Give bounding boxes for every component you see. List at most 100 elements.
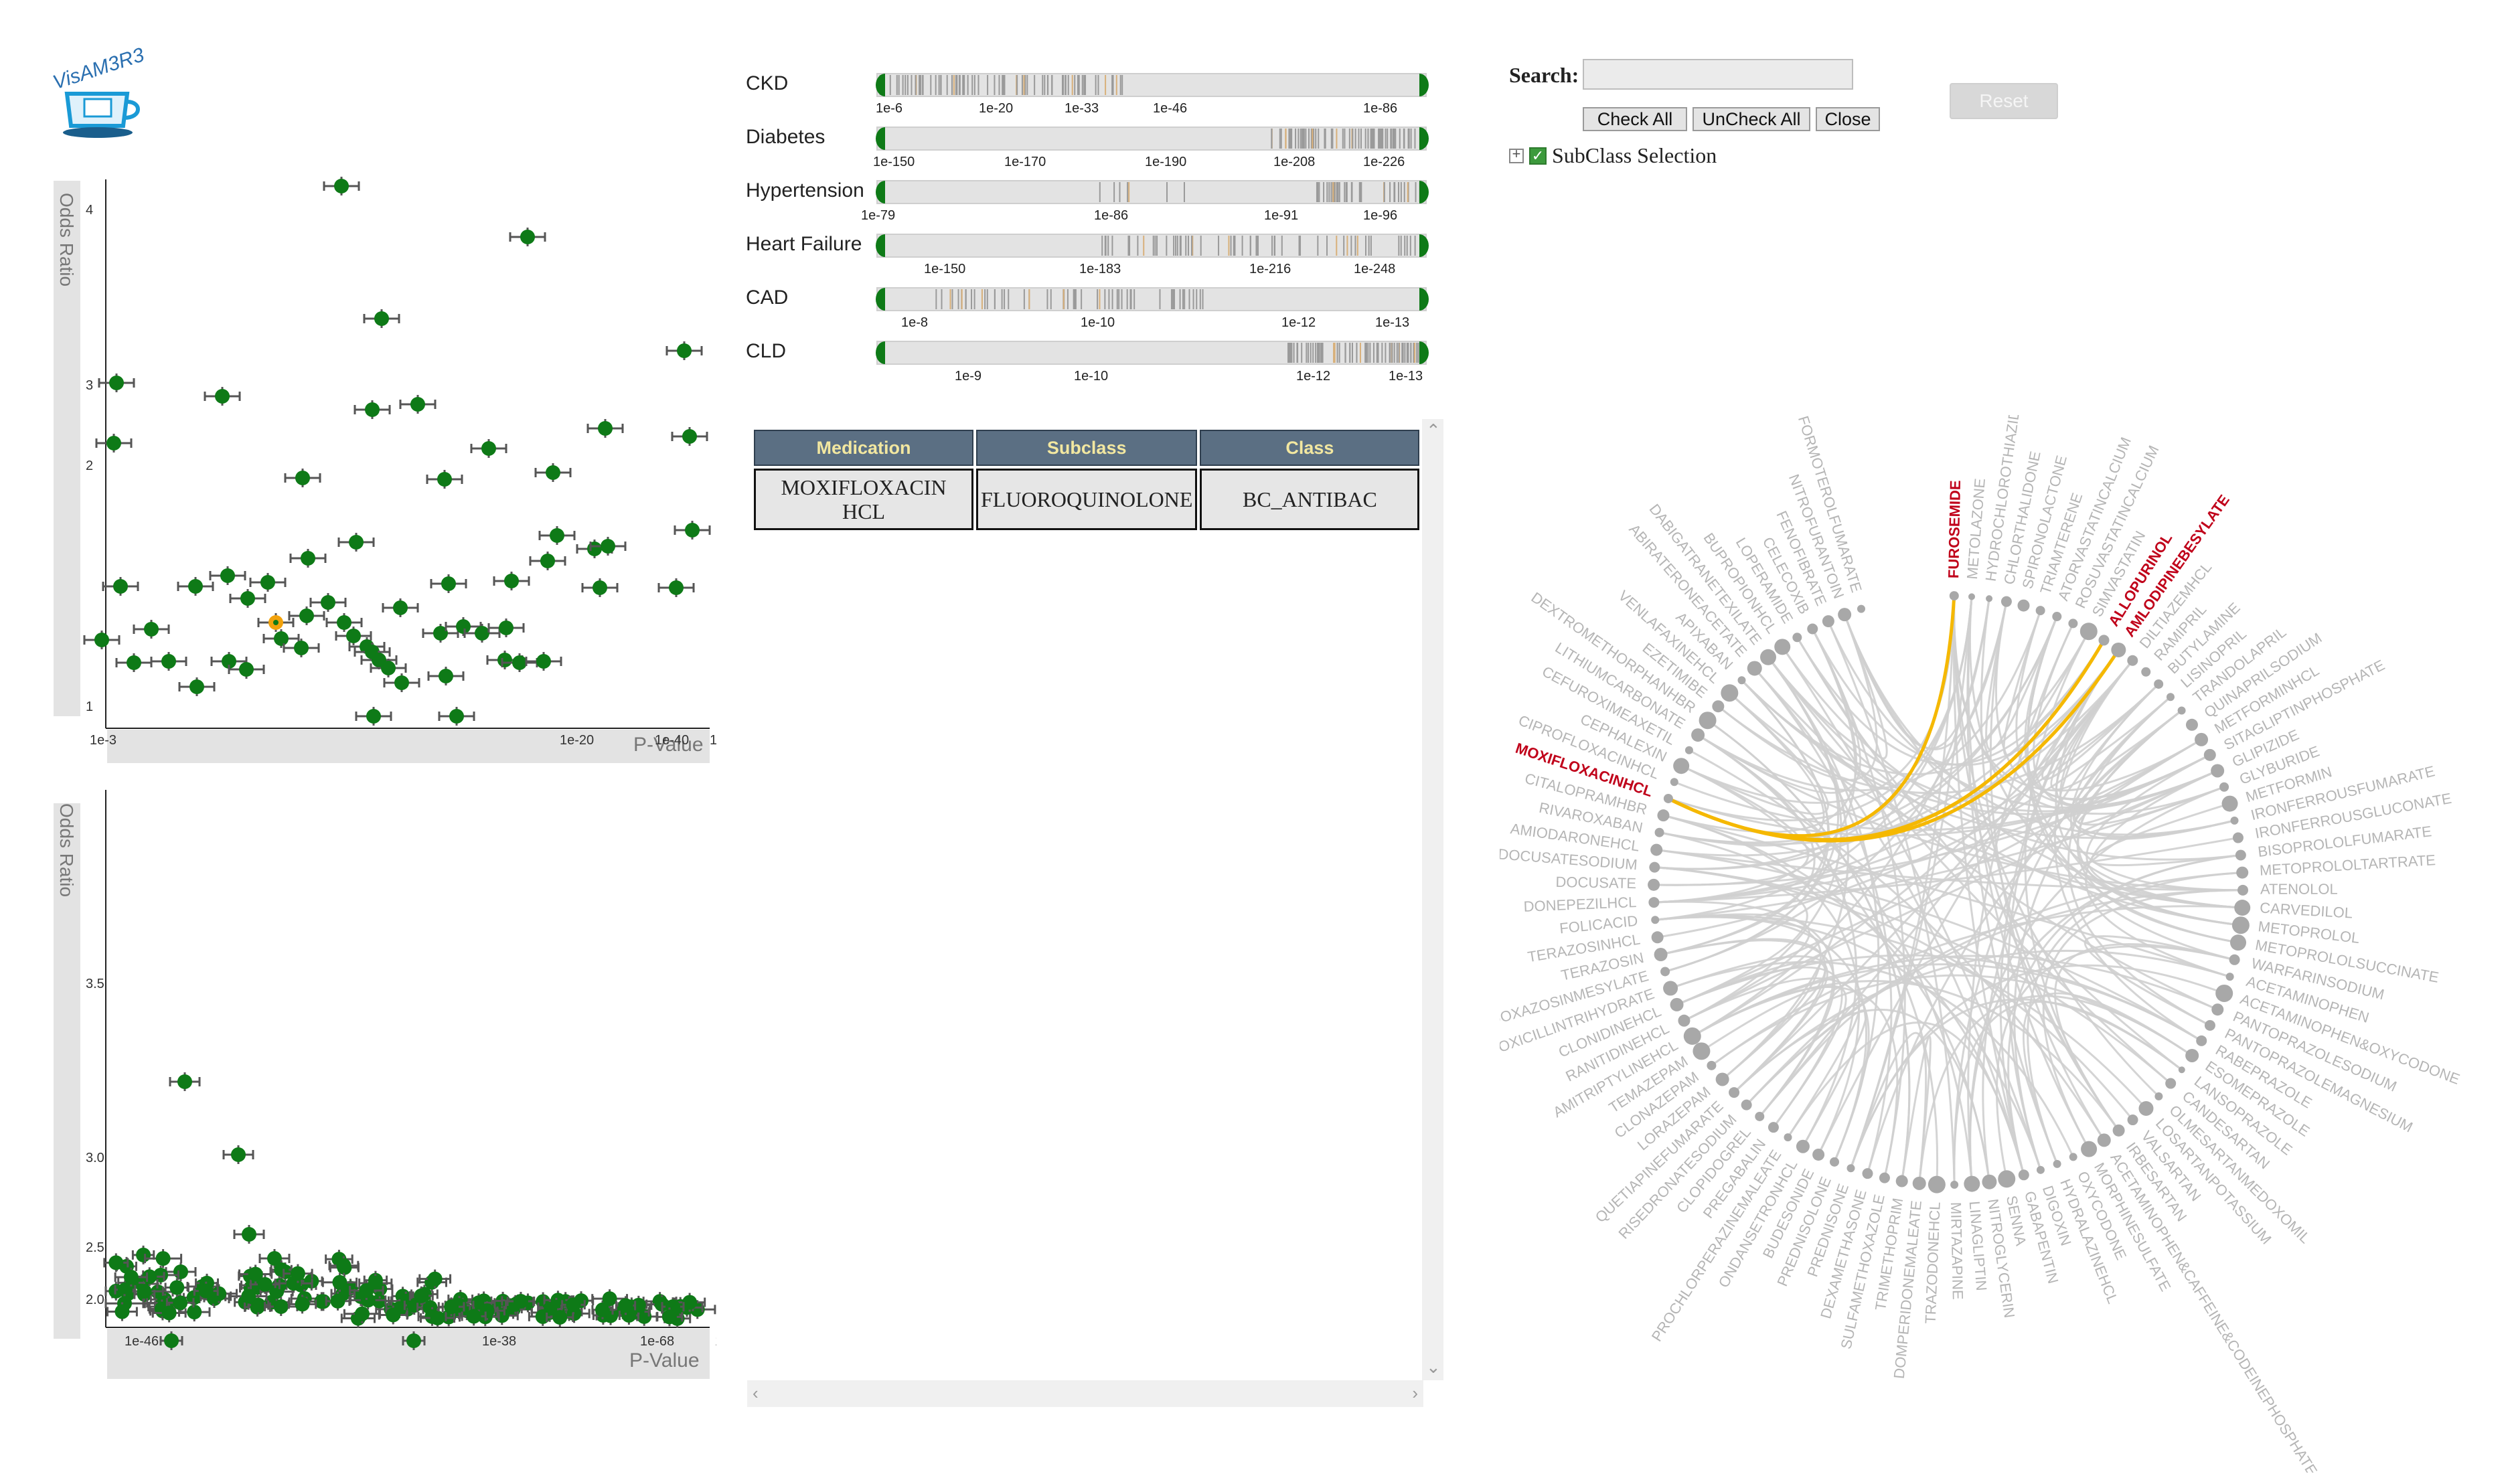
data-point[interactable] bbox=[353, 643, 391, 661]
chord-node[interactable] bbox=[2127, 655, 2138, 666]
data-point[interactable] bbox=[98, 374, 135, 392]
chord-node[interactable] bbox=[1650, 843, 1663, 856]
chord-node[interactable] bbox=[1912, 1176, 1926, 1190]
chord-node[interactable] bbox=[1895, 1175, 1908, 1187]
data-point[interactable] bbox=[430, 574, 467, 593]
data-point[interactable] bbox=[671, 427, 708, 446]
data-point[interactable] bbox=[591, 1289, 628, 1309]
chord-node[interactable] bbox=[2035, 606, 2045, 616]
chord-node[interactable] bbox=[2178, 1066, 2185, 1074]
chord-label[interactable]: FUROSEMIDE bbox=[1945, 480, 1964, 578]
slider-track[interactable] bbox=[876, 341, 1427, 365]
chord-node[interactable] bbox=[2068, 619, 2078, 629]
chord-node[interactable] bbox=[2079, 623, 2098, 641]
chord-node[interactable] bbox=[1796, 1139, 1810, 1153]
disease-row-hypertension[interactable]: Hypertension 1e-79 1e-86 1e-91 1e-96 bbox=[746, 179, 1429, 223]
data-point[interactable] bbox=[589, 537, 627, 556]
data-point[interactable] bbox=[247, 1295, 270, 1315]
chord-node[interactable] bbox=[1755, 1111, 1765, 1121]
data-point[interactable] bbox=[383, 673, 420, 692]
data-point[interactable] bbox=[321, 1272, 358, 1292]
data-point[interactable] bbox=[233, 1225, 265, 1244]
slider-right-handle-icon[interactable] bbox=[1419, 74, 1429, 96]
chord-node[interactable] bbox=[1774, 639, 1791, 655]
chord-node[interactable] bbox=[2185, 718, 2198, 731]
data-point[interactable] bbox=[114, 1267, 149, 1287]
slider-right-handle-icon[interactable] bbox=[1419, 181, 1429, 203]
data-point[interactable] bbox=[420, 1308, 456, 1327]
data-point[interactable] bbox=[349, 1281, 384, 1300]
chord-node[interactable] bbox=[2225, 973, 2234, 981]
data-point[interactable] bbox=[288, 606, 325, 625]
chord-node[interactable] bbox=[1879, 1172, 1890, 1183]
data-point[interactable] bbox=[238, 1264, 273, 1284]
chord-node[interactable] bbox=[1949, 591, 1959, 601]
data-point[interactable] bbox=[538, 526, 576, 545]
subclass-tree-node[interactable]: + ✓ SubClass Selection bbox=[1509, 143, 1717, 168]
chord-node[interactable] bbox=[1968, 593, 1976, 600]
chord-node[interactable] bbox=[1707, 1060, 1717, 1070]
data-point[interactable] bbox=[159, 1331, 183, 1350]
data-point[interactable] bbox=[229, 589, 266, 608]
odds-ratio-scatter-top[interactable]: Odds Ratio P-Value 1 2 3 4 1e-3 1e-20 1e-40 1e… bbox=[47, 167, 716, 770]
chord-node[interactable] bbox=[1699, 712, 1717, 730]
chord-node[interactable] bbox=[1759, 649, 1776, 665]
data-point[interactable] bbox=[422, 624, 459, 643]
chord-node[interactable] bbox=[2166, 693, 2175, 702]
chord-node[interactable] bbox=[2097, 1133, 2111, 1147]
slider-track[interactable] bbox=[876, 287, 1427, 311]
scroll-right-icon[interactable]: › bbox=[1412, 1383, 1418, 1403]
chord-node[interactable] bbox=[2017, 599, 2030, 612]
chord-node[interactable] bbox=[1649, 861, 1660, 873]
chord-node[interactable] bbox=[2069, 1153, 2077, 1161]
data-point[interactable] bbox=[169, 1072, 201, 1091]
chord-node[interactable] bbox=[2052, 612, 2062, 622]
scroll-down-icon[interactable]: ⌄ bbox=[1426, 1357, 1441, 1377]
chord-node[interactable] bbox=[1663, 793, 1673, 803]
slider-left-handle-icon[interactable] bbox=[876, 341, 885, 364]
chord-node[interactable] bbox=[2177, 706, 2186, 715]
data-point[interactable] bbox=[144, 1249, 183, 1268]
chord-node[interactable] bbox=[1986, 595, 1993, 602]
data-point[interactable] bbox=[353, 400, 391, 419]
data-point[interactable] bbox=[325, 613, 363, 632]
chord-node[interactable] bbox=[2141, 667, 2151, 677]
data-point[interactable] bbox=[325, 1291, 351, 1311]
odds-ratio-scatter-bottom[interactable]: Odds Ratio P-Value 2.0 2.5 3.0 3.5 1e-46 1e-… bbox=[47, 790, 716, 1392]
data-point[interactable] bbox=[106, 1302, 138, 1321]
chord-node[interactable] bbox=[1683, 1027, 1701, 1045]
chord-node[interactable] bbox=[1928, 1175, 1946, 1193]
data-point[interactable] bbox=[493, 572, 530, 590]
data-point[interactable] bbox=[133, 620, 170, 639]
data-point[interactable] bbox=[615, 1296, 637, 1315]
data-point[interactable] bbox=[250, 1274, 281, 1294]
vertical-scrollbar[interactable]: ⌃ ⌄ bbox=[1422, 419, 1443, 1380]
data-point[interactable] bbox=[665, 341, 703, 360]
chord-node[interactable] bbox=[2000, 596, 2012, 607]
chord-node[interactable] bbox=[2231, 916, 2250, 934]
table-row[interactable]: MOXIFLOXACIN HCL FLUOROQUINOLONE BC_ANTI… bbox=[754, 469, 1420, 530]
medication-chord-diagram[interactable]: FUROSEMIDE METOLAZONEHYDROCHLOROTHIAZIDEC… bbox=[1500, 415, 2504, 1473]
chord-node[interactable] bbox=[1684, 746, 1693, 754]
data-point[interactable] bbox=[509, 228, 546, 246]
chord-node[interactable] bbox=[1657, 809, 1670, 822]
data-point[interactable] bbox=[283, 1264, 313, 1283]
data-point[interactable] bbox=[309, 593, 347, 612]
chord-node[interactable] bbox=[2127, 1115, 2138, 1126]
data-point[interactable] bbox=[408, 1286, 434, 1305]
disease-row-ckd[interactable]: CKD 1e-6 1e-20 1e-33 1e-46 1e-86 bbox=[746, 72, 1429, 116]
chord-node[interactable] bbox=[1982, 1174, 1997, 1189]
data-point[interactable] bbox=[546, 1307, 574, 1327]
chord-node[interactable] bbox=[1812, 1148, 1825, 1161]
chord-node[interactable] bbox=[1838, 608, 1852, 622]
data-point[interactable] bbox=[102, 577, 139, 596]
scroll-left-icon[interactable]: ‹ bbox=[753, 1383, 759, 1403]
data-point[interactable] bbox=[165, 1262, 197, 1281]
check-all-button[interactable]: Check All bbox=[1583, 107, 1687, 131]
header-class[interactable]: Class bbox=[1200, 430, 1420, 466]
data-point[interactable] bbox=[529, 552, 566, 570]
chord-node[interactable] bbox=[2196, 1035, 2207, 1046]
chord-node[interactable] bbox=[1767, 1122, 1779, 1133]
data-point[interactable] bbox=[177, 577, 214, 596]
data-point[interactable] bbox=[470, 439, 507, 458]
